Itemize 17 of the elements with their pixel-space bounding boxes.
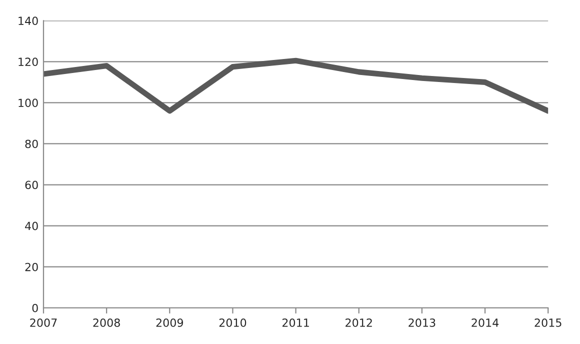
y-tick-label: 80 xyxy=(25,140,38,148)
y-tick-label: 100 xyxy=(18,98,38,108)
y-tick-label: 120 xyxy=(18,58,38,66)
x-tick-label: 2013 xyxy=(408,318,436,327)
x-tick-label: 2015 xyxy=(534,318,562,327)
y-tick-label: 20 xyxy=(25,262,38,272)
x-tick-label: 2014 xyxy=(472,318,499,327)
x-tick-label: 2007 xyxy=(30,318,57,327)
x-tick-label: 2011 xyxy=(282,318,309,327)
x-tick-label: 2012 xyxy=(346,318,372,327)
x-tick-label: 2009 xyxy=(156,318,184,327)
y-tick-label: 60 xyxy=(25,180,38,190)
x-tick-label: 2008 xyxy=(93,318,120,327)
y-tick-label: 0 xyxy=(32,304,38,312)
y-tick-label: 40 xyxy=(25,222,38,230)
y-tick-label: 140 xyxy=(18,16,38,26)
x-tick-label: 2010 xyxy=(219,318,246,327)
